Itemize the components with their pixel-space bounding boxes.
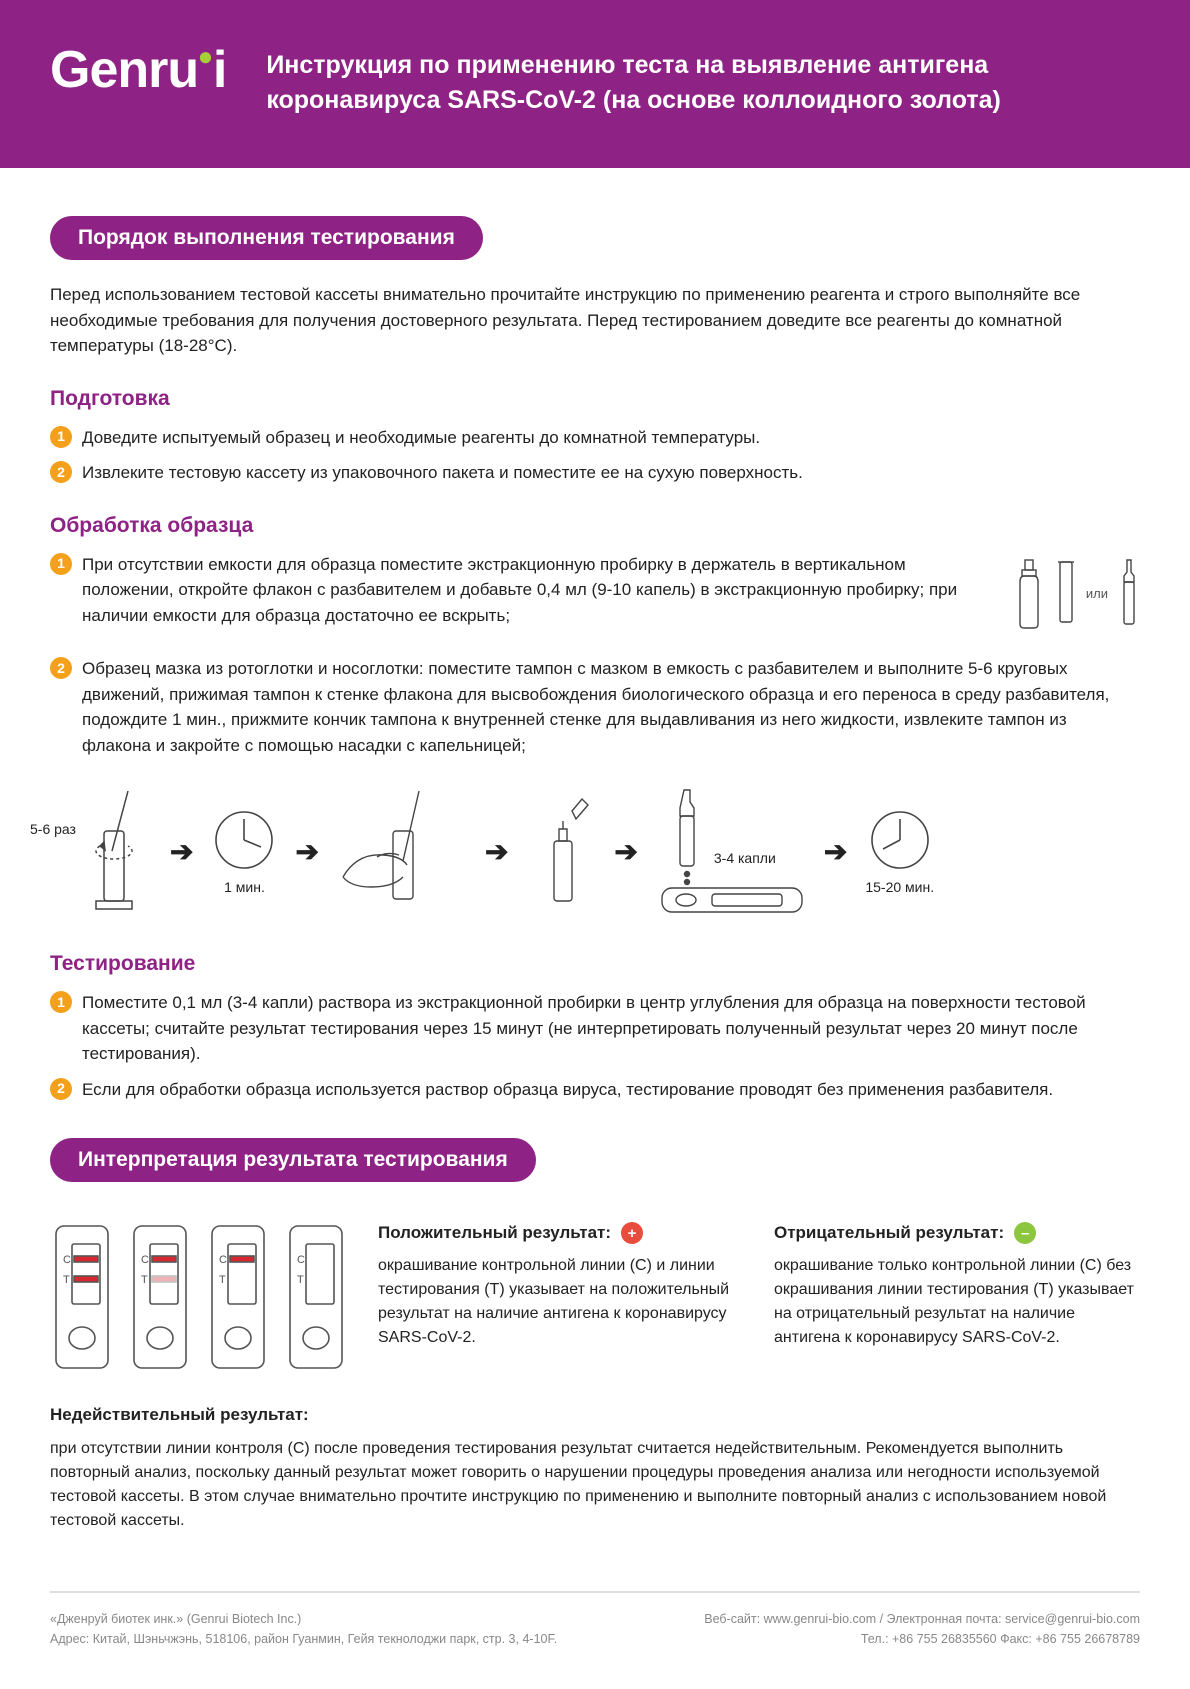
svg-text:T: T [63, 1274, 70, 1286]
footer-left: «Дженруй биотек инк.» (Genrui Biotech In… [50, 1609, 557, 1649]
cassette-icon: C T [50, 1222, 114, 1377]
processing-list-2: 2 Образец мазка из ротоглотки и носоглотк… [50, 656, 1140, 758]
bullet-icon: 1 [50, 553, 72, 575]
list-item: 1 При отсутствии емкости для образца поме… [50, 552, 992, 629]
minus-badge-icon: – [1014, 1222, 1036, 1244]
negative-result-col: Отрицательный результат: – окрашивание т… [774, 1222, 1140, 1350]
arrow-icon: ➔ [614, 835, 637, 868]
subheading-preparation: Подготовка [50, 387, 1140, 411]
bullet-icon: 1 [50, 991, 72, 1013]
footer-company: «Дженруй биотек инк.» (Genrui Biotech In… [50, 1609, 557, 1629]
tube-icon [1056, 558, 1076, 630]
cassette-icon: C T [284, 1222, 348, 1377]
svg-text:C: C [297, 1254, 305, 1266]
brand-i: i [213, 41, 226, 99]
bullet-icon: 1 [50, 426, 72, 448]
list-item: 1 Поместите 0,1 мл (3-4 капли) раствора и… [50, 990, 1140, 1067]
list-item: 2 Образец мазка из ротоглотки и носоглотк… [50, 656, 1140, 758]
list-item: 2 Извлеките тестовую кассету из упаковочн… [50, 460, 1140, 486]
list-item-text: Доведите испытуемый образец и необходимы… [82, 428, 760, 447]
cassette-icon: C T [206, 1222, 270, 1377]
bullet-icon: 2 [50, 461, 72, 483]
diagram-step-wait2: 15-20 мин. [865, 807, 934, 895]
positive-result-col: Положительный результат: + окрашивание к… [378, 1222, 744, 1350]
svg-text:C: C [219, 1254, 227, 1266]
diagram-step-squeeze [337, 791, 467, 911]
bottle-icon [1012, 558, 1046, 630]
negative-text: окрашивание только контрольной линии (C)… [774, 1254, 1140, 1350]
positive-text: окрашивание контрольной линии (C) и лини… [378, 1254, 744, 1350]
subheading-processing: Обработка образца [50, 514, 1140, 538]
wait2-label: 15-20 мин. [865, 879, 934, 895]
footer-address: Адрес: Китай, Шэньчжэнь, 518106, район Г… [50, 1629, 557, 1649]
footer-web-email: Веб-сайт: www.genrui-bio.com / Электронн… [704, 1609, 1140, 1629]
testing-list: 1 Поместите 0,1 мл (3-4 капли) раствора и… [50, 990, 1140, 1102]
cassettes-group: C T C T C T [50, 1222, 348, 1377]
diagram-step-wait1: 1 мин. [211, 807, 277, 895]
list-item-text: При отсутствии емкости для образца помес… [82, 555, 957, 625]
header-banner: Genru●i Инструкция по применению теста н… [0, 0, 1190, 168]
wait1-label: 1 мин. [224, 879, 265, 895]
diagram-step-cap [526, 791, 596, 911]
list-item: 1 Доведите испытуемый образец и необходим… [50, 425, 1140, 451]
svg-text:C: C [63, 1254, 71, 1266]
list-item-text: Извлеките тестовую кассету из упаковочно… [82, 463, 803, 482]
preparation-list: 1 Доведите испытуемый образец и необходим… [50, 425, 1140, 486]
footer: «Дженруй биотек инк.» (Genrui Biotech In… [50, 1591, 1140, 1649]
footer-right: Веб-сайт: www.genrui-bio.com / Электронн… [704, 1609, 1140, 1649]
list-item: 2 Если для обработки образца используется… [50, 1077, 1140, 1103]
svg-text:T: T [141, 1274, 148, 1286]
arrow-icon: ➔ [485, 835, 508, 868]
prefilled-tube-icon [1118, 558, 1140, 630]
arrow-icon: ➔ [295, 835, 318, 868]
negative-title: Отрицательный результат: [774, 1223, 1004, 1243]
svg-text:T: T [297, 1274, 304, 1286]
drops-label-below: 3-4 капли [714, 850, 776, 866]
list-item-text: Образец мазка из ротоглотки и носоглотки… [82, 659, 1109, 755]
reagent-icons: или [1012, 552, 1140, 630]
bullet-icon: 2 [50, 1078, 72, 1100]
svg-text:T: T [219, 1274, 226, 1286]
positive-title: Положительный результат: [378, 1223, 611, 1243]
diagram-step-swirl: 5-6 раз [82, 791, 152, 911]
brand-name: Genru [50, 41, 198, 99]
invalid-text: при отсутствии линии контроля (C) после … [50, 1437, 1140, 1533]
brand-dot-icon: ● [198, 41, 213, 71]
results-row: C T C T C T [50, 1222, 1140, 1377]
content-body: Порядок выполнения тестирования Перед ис… [0, 168, 1190, 1581]
processing-row-1: 1 При отсутствии емкости для образца поме… [50, 552, 1140, 639]
swirl-count-label: 5-6 раз [30, 821, 76, 837]
brand-logo: Genru●i [50, 40, 226, 100]
cassette-icon: C T [128, 1222, 192, 1377]
list-item-text: Поместите 0,1 мл (3-4 капли) раствора из… [82, 993, 1086, 1063]
svg-text:C: C [141, 1254, 149, 1266]
invalid-title: Недействительный результат: [50, 1405, 1140, 1425]
subheading-testing: Тестирование [50, 952, 1140, 976]
arrow-icon: ➔ [170, 835, 193, 868]
intro-paragraph: Перед использованием тестовой кассеты вн… [50, 282, 1140, 359]
section-pill-interpretation: Интерпретация результата тестирования [50, 1138, 536, 1182]
section-pill-procedure: Порядок выполнения тестирования [50, 216, 483, 260]
diagram-step-drops: 3-4 капли [656, 786, 806, 916]
bullet-icon: 2 [50, 657, 72, 679]
list-item-text: Если для обработки образца используется … [82, 1080, 1053, 1099]
footer-phones: Тел.: +86 755 26835560 Факс: +86 755 266… [704, 1629, 1140, 1649]
document-title: Инструкция по применению теста на выявле… [266, 40, 1140, 118]
plus-badge-icon: + [621, 1222, 643, 1244]
arrow-icon: ➔ [824, 835, 847, 868]
procedure-diagram: 5-6 раз ➔ 1 мин. ➔ [82, 786, 1140, 916]
or-label: или [1086, 586, 1108, 601]
